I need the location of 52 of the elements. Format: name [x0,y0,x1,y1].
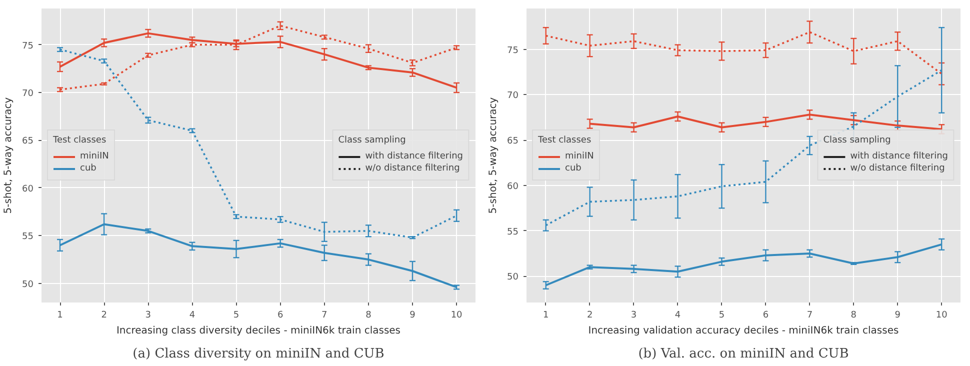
x-tick-label: 10 [450,310,463,320]
y-tick-label: 75 [507,46,518,56]
x-tick-label: 3 [145,310,151,320]
y-tick-label: 55 [507,227,518,238]
annotation: Class sampling [338,136,407,146]
annotation: w/o distance filtering [850,162,945,174]
line-series [544,243,943,286]
x-tick-label: 2 [101,310,107,320]
x-tick-label: 8 [850,310,857,320]
x-tick-label: 9 [894,310,901,320]
legend-label: cub [565,162,582,174]
legend-label: miniIN [80,150,109,162]
y-tick-label: 60 [507,182,519,192]
x-tick-label: 3 [630,310,637,320]
text: (b) Val. acc. on miniIN and CUB [638,346,849,362]
y-axis-title: 5-shot, 5-way accuracy [488,97,500,214]
x-tick-label: 8 [366,310,372,320]
annotation: with distance filtering [365,150,463,162]
x-tick-label: 6 [762,310,769,320]
legend-title: Test classes [538,136,592,146]
x-tick-label: 2 [586,310,593,320]
x-tick-label: 7 [322,310,328,320]
x-tick-label: 1 [57,310,63,320]
y-tick-label: 75 [22,41,34,52]
x-tick-label: 10 [936,310,948,320]
y-tick-label: 50 [507,272,519,283]
y-tick-label: 50 [22,280,34,290]
x-tick-label: 1 [542,310,549,320]
y-tick-label: 65 [507,136,518,147]
annotation: w/o distance filtering [365,162,460,174]
y-tick-label: 65 [22,136,34,147]
x-tick-label: 5 [718,310,725,320]
x-tick-label: 6 [277,310,284,320]
x-tick-label: 4 [189,310,196,320]
text: (a) Class diversity on miniIN and CUB [132,346,384,362]
line-series [588,114,943,130]
x-tick-label: 9 [410,310,416,320]
x-tick-label: 4 [674,310,681,320]
y-axis-title: 5-shot, 5-way accuracy [3,97,14,214]
x-tick-label: 5 [233,310,240,320]
legend-title: Test classes [53,136,108,146]
y-tick-label: 70 [507,91,519,102]
x-tick-label: 7 [806,310,813,320]
legend-label: miniIN [565,150,594,162]
legend-label: cub [80,162,98,174]
x-axis-title: Increasing validation accuracy deciles - miniIN6k train classes [588,326,899,336]
annotation: with distance filtering [850,150,948,162]
y-tick-label: 55 [22,232,34,242]
y-tick-label: 60 [22,184,34,194]
x-axis-title: Increasing class diversity deciles - miniIN6k train classes [116,326,401,336]
y-tick-label: 70 [22,89,34,99]
annotation: Class sampling [823,136,892,146]
